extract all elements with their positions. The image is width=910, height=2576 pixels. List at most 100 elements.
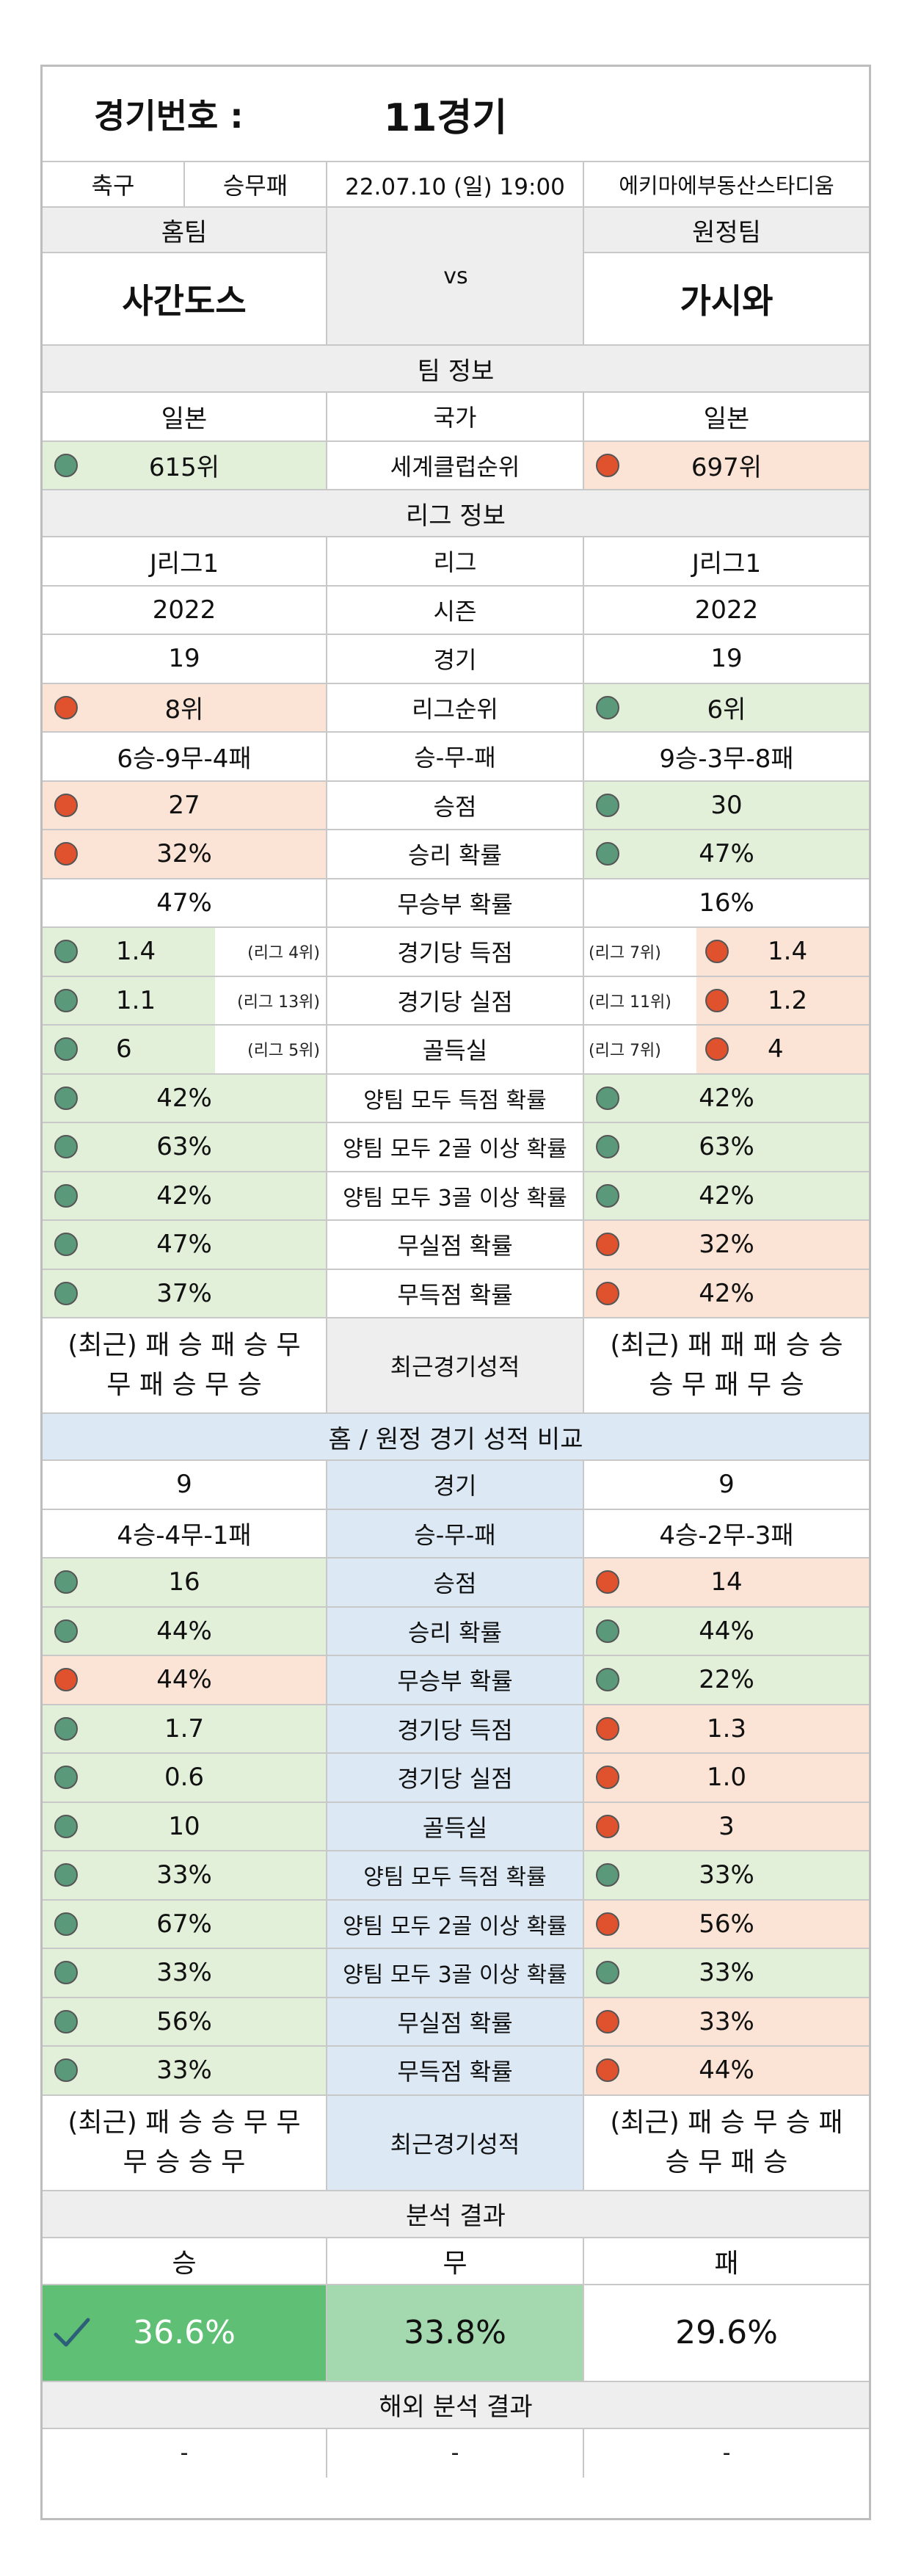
away-value-text: 63% — [699, 1132, 754, 1162]
home-value-text: 47% — [156, 888, 212, 918]
home-value: 1.4 (리그 4위) — [43, 928, 327, 977]
away-recent-results-line1: (최근) 패 승 무 승 패 — [610, 2107, 843, 2138]
row-label: 경기당 실점 — [327, 976, 584, 1026]
league-info-row: 2022 시즌 2022 — [43, 586, 869, 635]
analysis-value-row: 36.6% 33.8% 29.6% — [43, 2285, 869, 2382]
home-value: 615위 — [43, 441, 327, 490]
row-label: 경기당 실점 — [327, 1754, 584, 1803]
row-label: 무득점 확률 — [327, 1269, 584, 1318]
away-indicator-dot — [705, 1037, 729, 1062]
away-value: 4승-2무-3패 — [584, 1510, 869, 1559]
home-value: 67% — [43, 1900, 327, 1949]
home-indicator-dot — [54, 1961, 78, 1985]
away-indicator-dot — [596, 695, 619, 719]
home-away-row: 0.6 경기당 실점 1.0 — [43, 1754, 869, 1803]
home-indicator-dot — [54, 1863, 78, 1887]
away-value-text: 30 — [710, 790, 743, 820]
away-recent-results-line2: 승 무 패 승 — [665, 2147, 788, 2177]
home-away-row: 67% 양팀 모두 2골 이상 확률 56% — [43, 1900, 869, 1949]
away-indicator-dot — [596, 2058, 619, 2083]
away-indicator-dot — [596, 1716, 619, 1741]
home-indicator-dot — [54, 1716, 78, 1741]
away-value: 14 — [584, 1559, 869, 1608]
home-league-rank: (리그 4위) — [247, 944, 320, 963]
home-value: J리그1 — [43, 537, 327, 587]
away-value: 697위 — [584, 441, 869, 490]
home-value-text: 32% — [156, 839, 212, 869]
away-value: 32% — [584, 1221, 869, 1270]
team-name-row: 사간도스 가시와 — [43, 253, 869, 346]
home-value-text: 16 — [168, 1567, 200, 1597]
away-value: 33% — [584, 1998, 869, 2047]
home-away-row: 44% 무승부 확률 22% — [43, 1656, 869, 1705]
away-indicator-dot — [596, 1863, 619, 1887]
home-indicator-dot — [54, 1814, 78, 1838]
home-away-row: 16 승점 14 — [43, 1559, 869, 1608]
league-info-row: 27 승점 30 — [43, 781, 869, 830]
home-value-text: 67% — [156, 1909, 212, 1939]
home-indicator-dot — [54, 2058, 78, 2083]
row-label: 양팀 모두 3골 이상 확률 — [327, 1172, 584, 1221]
match-info-row: 축구 승무패 22.07.10 (일) 19:00 에키마에부동산스타디움 — [43, 162, 869, 208]
away-indicator-dot — [596, 2009, 619, 2033]
league-info-row: 47% 무승부 확률 16% — [43, 879, 869, 928]
away-value: (리그 7위) 4 — [584, 1026, 869, 1075]
home-value: 44% — [43, 1607, 327, 1656]
draw-label: 무 — [327, 2238, 584, 2285]
league-info-section-title: 리그 정보 — [43, 490, 869, 537]
bet-type-cell: 승무패 — [185, 162, 327, 208]
row-label: 세계클럽순위 — [327, 441, 584, 490]
away-indicator-dot — [596, 1281, 619, 1305]
home-indicator-dot — [54, 1281, 78, 1305]
home-value: 44% — [43, 1656, 327, 1705]
home-indicator-dot — [54, 988, 78, 1012]
league-rank-row: 6 (리그 5위) 골득실 (리그 7위) 4 — [43, 1026, 869, 1075]
home-recent-results-line2: 무 패 승 무 승 — [106, 1370, 262, 1400]
row-label: 무승부 확률 — [327, 1656, 584, 1705]
away-recent-results-line2: 승 무 패 무 승 — [649, 1370, 804, 1400]
away-value-text: 1.2 — [768, 985, 808, 1015]
away-value-text: 44% — [699, 2056, 754, 2086]
away-indicator-dot — [596, 1183, 619, 1208]
away-team-label: 원정팀 — [584, 208, 869, 253]
home-indicator-dot — [54, 1766, 78, 1790]
away-value-text: 9승-3무-8패 — [659, 744, 794, 774]
stadium-cell: 에키마에부동산스타디움 — [584, 162, 869, 208]
away-value: (리그 11위) 1.2 — [584, 976, 869, 1026]
home-indicator-dot — [54, 1619, 78, 1643]
away-value-text: 33% — [699, 2006, 754, 2036]
home-value: 47% — [43, 879, 327, 928]
away-league-rank: (리그 7위) — [589, 944, 661, 963]
draw-probability: 33.8% — [327, 2285, 584, 2382]
game-number-value: 11경기 — [384, 95, 508, 140]
datetime-cell: 22.07.10 (일) 19:00 — [327, 162, 584, 208]
away-indicator-dot — [596, 453, 619, 477]
home-value: 27 — [43, 781, 327, 830]
league-prob-row: 37% 무득점 확률 42% — [43, 1269, 869, 1318]
game-number-label: 경기번호 : — [94, 96, 244, 136]
away-value: 44% — [584, 1607, 869, 1656]
home-value-text: 615위 — [148, 453, 220, 483]
home-indicator-dot — [54, 1135, 78, 1159]
vs-spacer — [327, 208, 584, 253]
away-value-text: 47% — [699, 839, 754, 869]
home-recent-results-line1: (최근) 패 승 패 승 무 — [68, 1330, 301, 1360]
away-value-text: J리그1 — [691, 548, 762, 578]
home-value-text: 일본 — [161, 404, 208, 434]
away-value-text: 16% — [699, 888, 754, 918]
home-value-text: 44% — [156, 1616, 212, 1646]
home-value: 56% — [43, 1998, 327, 2047]
home-value-text: 19 — [168, 644, 200, 674]
home-value-text: 8위 — [164, 695, 204, 725]
away-indicator-dot — [596, 1814, 619, 1838]
away-value: 63% — [584, 1123, 869, 1172]
home-value: 37% — [43, 1269, 327, 1318]
away-value-text: 33% — [699, 1860, 754, 1890]
loss-label: 패 — [584, 2238, 869, 2285]
overseas-row: --- — [43, 2428, 869, 2478]
away-indicator-dot — [596, 1086, 619, 1110]
